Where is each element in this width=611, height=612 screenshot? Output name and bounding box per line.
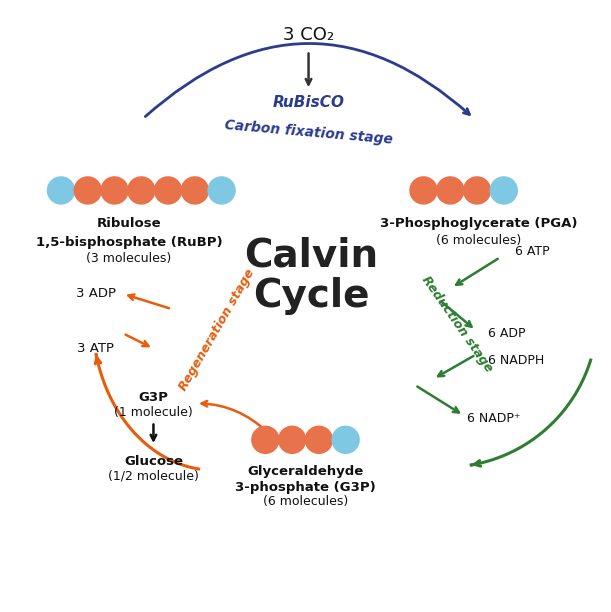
Circle shape (101, 177, 128, 204)
Text: 6 NADP⁺: 6 NADP⁺ (467, 412, 520, 425)
Text: Carbon fixation stage: Carbon fixation stage (224, 118, 393, 147)
Circle shape (181, 177, 208, 204)
Text: 3-Phosphoglycerate (PGA): 3-Phosphoglycerate (PGA) (380, 217, 577, 230)
Text: G3P: G3P (139, 390, 169, 404)
Circle shape (208, 177, 235, 204)
Text: Glyceraldehyde: Glyceraldehyde (247, 465, 364, 478)
Text: Regeneration stage: Regeneration stage (177, 267, 257, 394)
Circle shape (464, 177, 491, 204)
Text: (1/2 molecule): (1/2 molecule) (108, 470, 199, 483)
Text: 3-phosphate (G3P): 3-phosphate (G3P) (235, 481, 376, 494)
Circle shape (306, 427, 332, 453)
Circle shape (491, 177, 517, 204)
Text: (6 molecules): (6 molecules) (436, 234, 521, 247)
Text: 1,5-bisphosphate (RuBP): 1,5-bisphosphate (RuBP) (36, 236, 222, 248)
Text: 6 ADP: 6 ADP (488, 327, 525, 340)
Text: 6 NADPH: 6 NADPH (488, 354, 544, 367)
Circle shape (332, 427, 359, 453)
Circle shape (75, 177, 101, 204)
Circle shape (252, 427, 279, 453)
Circle shape (128, 177, 155, 204)
Circle shape (410, 177, 437, 204)
Text: 3 CO₂: 3 CO₂ (283, 26, 334, 44)
Text: (1 molecule): (1 molecule) (114, 406, 193, 419)
Text: Calvin
Cycle: Calvin Cycle (244, 236, 379, 315)
Circle shape (155, 177, 181, 204)
Text: (3 molecules): (3 molecules) (87, 252, 172, 265)
Text: Ribulose: Ribulose (97, 217, 161, 230)
Circle shape (48, 177, 75, 204)
Text: Glucose: Glucose (124, 455, 183, 468)
Text: RuBisCO: RuBisCO (273, 95, 345, 110)
Text: 3 ATP: 3 ATP (77, 342, 114, 355)
Text: (6 molecules): (6 molecules) (263, 495, 348, 509)
Text: Reduction stage: Reduction stage (420, 274, 496, 375)
Text: 6 ATP: 6 ATP (515, 245, 550, 258)
Circle shape (437, 177, 464, 204)
Text: 3 ADP: 3 ADP (76, 288, 115, 300)
Circle shape (279, 427, 306, 453)
